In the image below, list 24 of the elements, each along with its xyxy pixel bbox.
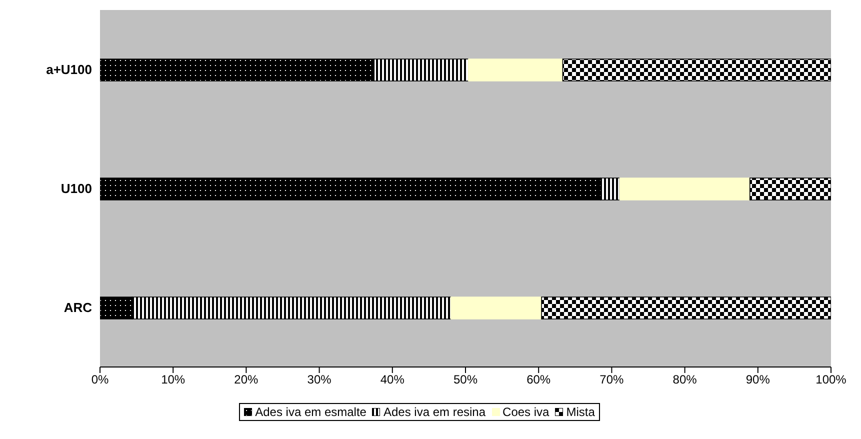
y-tick-label: a+U100 xyxy=(46,62,92,78)
bar xyxy=(619,178,750,200)
legend-label: Ades iva em esmalte xyxy=(254,405,366,419)
bar xyxy=(541,296,831,320)
bar xyxy=(562,58,831,82)
y-tick-label: U100 xyxy=(60,181,92,196)
bar xyxy=(749,178,831,200)
x-tick-label: 60% xyxy=(526,372,551,387)
x-tick-label: 80% xyxy=(672,372,698,387)
bar xyxy=(468,58,564,82)
x-tick-label: 70% xyxy=(600,372,624,387)
x-tick-label: 30% xyxy=(307,372,332,387)
x-tick-label: 50% xyxy=(453,372,478,387)
bar xyxy=(450,296,542,320)
x-tick-label: 100% xyxy=(816,372,847,387)
x-tick-label: 0% xyxy=(91,372,109,387)
x-tick-label: 10% xyxy=(161,372,186,387)
y-tick-label: ARC xyxy=(64,300,93,316)
legend-label: Mista xyxy=(565,405,595,419)
x-tick-label: 20% xyxy=(234,372,259,387)
x-tick-label: 90% xyxy=(746,372,770,387)
x-tick-label: 40% xyxy=(380,372,405,387)
legend-label: Coes iva xyxy=(502,405,550,419)
legend-label: Ades iva em resina xyxy=(382,405,486,419)
